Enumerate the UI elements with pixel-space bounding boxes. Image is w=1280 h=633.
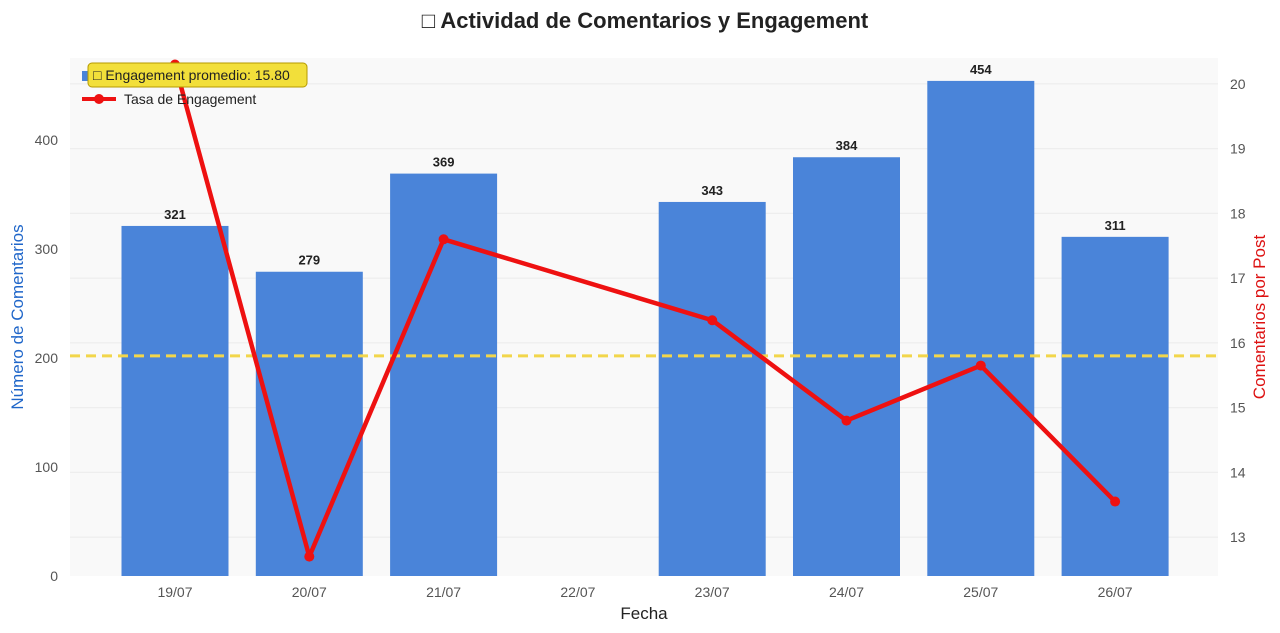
engagement-point [304, 551, 315, 562]
engagement-point [707, 315, 718, 326]
bar-value-label: 279 [298, 253, 320, 268]
x-tick-labels: 19/07 20/07 21/07 22/07 23/07 24/07 25/07 26/07 [157, 584, 1132, 600]
bar [793, 157, 900, 576]
engagement-point [1110, 496, 1121, 507]
bar [658, 201, 766, 577]
x-tick-label: 23/07 [695, 584, 730, 600]
y-left-tick-label: 300 [35, 241, 59, 257]
chart-title: □ Actividad de Comentarios y Engagement [422, 8, 869, 33]
y-right-tick-label: 18 [1230, 205, 1246, 221]
x-tick-label: 25/07 [963, 584, 998, 600]
y-right-tick-label: 19 [1230, 141, 1246, 157]
legend-label-engagement: Tasa de Engagement [124, 91, 256, 107]
x-axis-label: Fecha [620, 604, 668, 623]
x-tick-label: 26/07 [1098, 584, 1133, 600]
engagement-line [170, 59, 1121, 562]
bar-value-label: 321 [164, 207, 186, 222]
bar-value-label: 343 [701, 183, 723, 198]
legend-line-marker [94, 94, 104, 104]
y-left-tick-label: 400 [35, 132, 59, 148]
bar-labels: 321 279 369 343 384 454 311 [164, 62, 1125, 268]
engagement-point [438, 234, 449, 245]
y-right-tick-label: 17 [1230, 270, 1246, 286]
y-right-tick-label: 20 [1230, 76, 1246, 92]
x-tick-label: 21/07 [426, 584, 461, 600]
bar-value-label: 454 [970, 62, 992, 77]
y-right-tick-label: 16 [1230, 335, 1246, 351]
average-annotation-box [87, 62, 308, 88]
y-left-tick-label: 200 [35, 350, 59, 366]
bar-value-label: 311 [1105, 218, 1126, 233]
engagement-point [841, 415, 852, 426]
engagement-point [975, 360, 986, 371]
y-left-axis-label: Número de Comentarios [8, 224, 27, 409]
bar [121, 225, 229, 577]
y-left-tick-label: 0 [50, 568, 58, 584]
x-tick-label: 24/07 [829, 584, 864, 600]
y-left-tick-labels: 0 100 200 300 400 [35, 132, 59, 584]
x-tick-label: 22/07 [560, 584, 595, 600]
bar-value-label: 384 [836, 138, 858, 153]
x-tick-label: 20/07 [292, 584, 327, 600]
y-right-axis-label: Comentarios por Post [1250, 235, 1269, 400]
y-right-tick-label: 15 [1230, 400, 1246, 416]
bar [927, 80, 1035, 576]
average-annotation: □ Engagement promedio: 15.80 [87, 62, 308, 88]
bar [1061, 236, 1169, 576]
x-tick-label: 19/07 [157, 584, 192, 600]
y-left-tick-label: 100 [35, 459, 59, 475]
y-right-tick-labels: 13 14 15 16 17 18 19 20 [1230, 76, 1246, 545]
average-annotation-text: □ Engagement promedio: 15.80 [93, 67, 290, 83]
bar-value-label: 369 [433, 155, 455, 170]
bar [390, 173, 498, 576]
y-right-tick-label: 14 [1230, 464, 1246, 480]
y-right-tick-label: 13 [1230, 529, 1246, 545]
